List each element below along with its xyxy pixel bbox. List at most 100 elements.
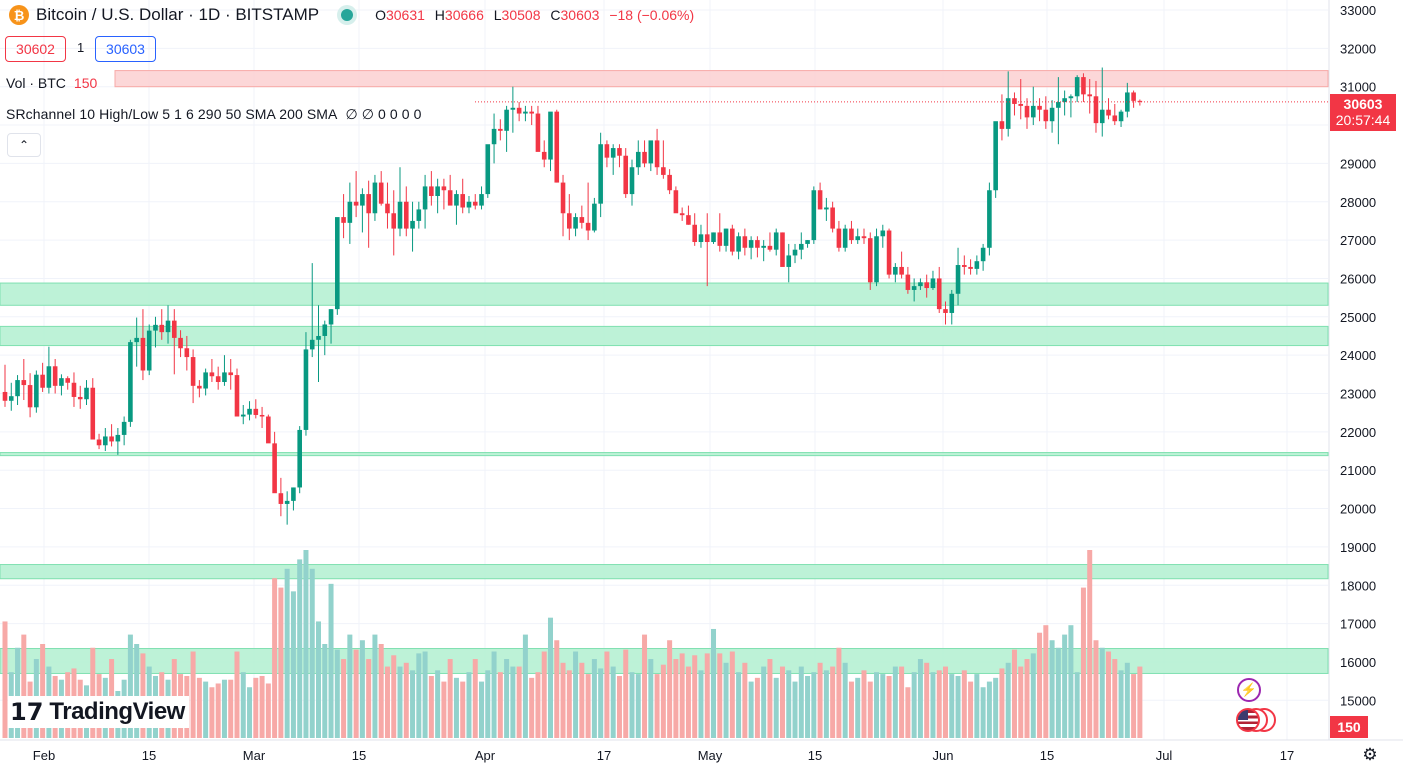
price-tick-label: 16000 — [1340, 655, 1376, 670]
market-open-icon[interactable] — [341, 9, 354, 21]
volume-bar — [290, 591, 296, 738]
candle-body — [103, 436, 108, 446]
price-tick-label: 20000 — [1340, 502, 1376, 517]
volume-bar — [510, 666, 516, 738]
volume-bar — [830, 666, 836, 738]
candle-body — [410, 220, 415, 229]
volume-bar — [1106, 651, 1112, 738]
candle-body — [1012, 98, 1017, 104]
candle-body — [291, 487, 296, 501]
tradingview-logo[interactable]: 17 TradingView — [8, 696, 189, 728]
tradingview-mark-icon: 17 — [10, 698, 44, 726]
volume-bar — [817, 662, 823, 738]
volume-bar — [1055, 647, 1061, 738]
candle-body — [1125, 92, 1130, 112]
candle-body — [874, 236, 879, 283]
volume-bar — [1087, 550, 1093, 738]
volume-bar — [247, 687, 253, 738]
sell-price-button[interactable]: 30602 — [5, 36, 66, 62]
volume-bar — [911, 672, 917, 738]
volume-bar — [21, 634, 27, 738]
volume-bar — [736, 672, 742, 738]
price-tick-label: 28000 — [1340, 195, 1376, 210]
volume-bar — [127, 634, 133, 738]
candle-body — [598, 144, 603, 204]
candle-body — [71, 382, 77, 397]
volume-bar — [447, 659, 453, 738]
candle-body — [1137, 100, 1143, 102]
candle-body — [755, 240, 760, 248]
price-tick-label: 18000 — [1340, 578, 1376, 593]
spread-value: 1 — [77, 40, 85, 55]
volume-bar — [1093, 640, 1099, 738]
candle-body — [773, 232, 779, 250]
settings-icon[interactable]: ⚙ — [1362, 745, 1378, 764]
candle-body — [1118, 111, 1124, 122]
time-tick-label: Jul — [1156, 748, 1173, 763]
candle-body — [698, 234, 704, 243]
candle-body — [128, 342, 133, 422]
time-tick-label: 15 — [808, 748, 822, 763]
volume-bar — [848, 681, 854, 738]
volume-bar — [466, 672, 472, 738]
volume-bar — [240, 672, 246, 738]
volume-legend[interactable]: Vol · BTC 150 — [6, 75, 97, 91]
volume-bar — [190, 651, 196, 738]
sr-zones — [0, 70, 1329, 674]
candle-body — [742, 236, 748, 248]
candle-body — [197, 385, 202, 389]
us-flag-icon[interactable] — [1236, 708, 1260, 732]
support-zone — [0, 282, 1329, 306]
candle-body — [629, 167, 635, 195]
candle-body — [309, 339, 315, 350]
candle-body — [886, 230, 892, 275]
candle-body — [899, 266, 904, 275]
price-tick-label: 21000 — [1340, 463, 1376, 478]
candle-body — [849, 228, 854, 241]
candle-body — [284, 500, 290, 504]
candle-body — [121, 421, 127, 435]
candle-body — [228, 372, 234, 376]
volume-legend-value: 150 — [73, 75, 98, 91]
price-axis[interactable]: 3300032000310003000029000280002700026000… — [1328, 0, 1376, 740]
candle-body — [579, 217, 585, 223]
srchannel-legend[interactable]: SRchannel 10 High/Low 5 1 6 290 50 SMA 2… — [6, 106, 422, 123]
economic-events[interactable] — [1236, 708, 1276, 734]
symbol-title[interactable]: Bitcoin / U.S. Dollar · 1D · BITSTAMP — [36, 5, 320, 24]
candle-body — [1099, 109, 1105, 124]
time-tick-label: 15 — [142, 748, 156, 763]
candle-body — [322, 324, 328, 336]
candle-body — [767, 245, 773, 250]
volume-bar — [428, 675, 434, 738]
low-value: 30508 — [501, 7, 541, 23]
support-zone — [0, 325, 1329, 347]
volume-bar — [648, 659, 654, 738]
candle-body — [842, 228, 848, 248]
candle-body — [253, 408, 259, 415]
collapse-legend-button[interactable]: ⌃ — [7, 133, 41, 157]
candle-body — [209, 372, 215, 377]
volume-bar — [955, 675, 961, 738]
srchannel-legend-label: SRchannel 10 High/Low 5 1 6 290 50 SMA 2… — [6, 106, 338, 122]
candle-body — [974, 261, 980, 269]
volume-bar — [660, 664, 666, 738]
candle-body — [1093, 96, 1099, 124]
volume-bar — [917, 659, 923, 738]
volume-bar — [316, 621, 321, 738]
open-value: 30631 — [385, 7, 425, 23]
candle-body — [441, 186, 447, 191]
candle-body — [2, 391, 8, 401]
close-value: 30603 — [560, 7, 600, 23]
price-tick-label: 19000 — [1340, 540, 1376, 555]
time-axis[interactable]: Feb 15 Mar 15 Apr 17 May 15 Jun 15 Jul 17 — [0, 739, 1403, 763]
candle-body — [472, 201, 478, 206]
time-tick-label: Feb — [33, 748, 55, 763]
candle-body — [667, 174, 672, 191]
lightning-icon[interactable]: ⚡ — [1237, 678, 1261, 702]
candle-body — [353, 201, 359, 206]
candle-body — [523, 111, 528, 114]
buy-price-button[interactable]: 30603 — [95, 36, 156, 62]
volume-bar — [892, 666, 898, 738]
candle-body — [184, 348, 190, 358]
